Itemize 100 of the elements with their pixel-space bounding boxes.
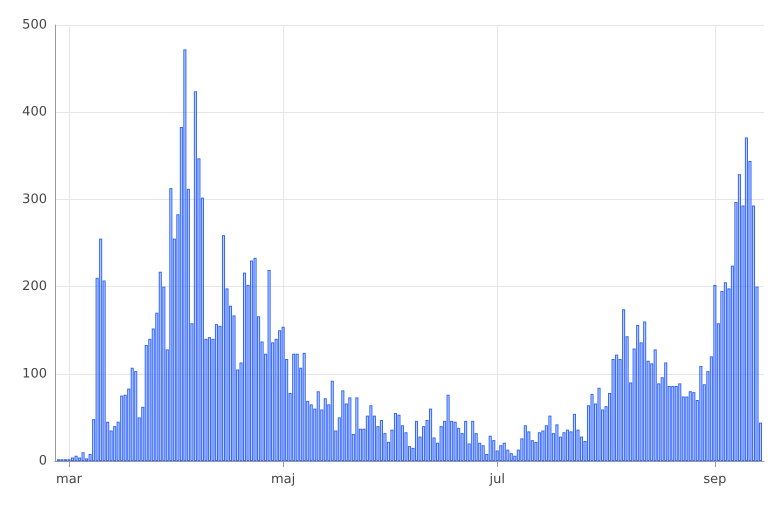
bar bbox=[134, 371, 138, 461]
bar bbox=[615, 354, 618, 461]
bar bbox=[141, 406, 144, 461]
bar bbox=[696, 400, 699, 461]
bar bbox=[366, 416, 369, 461]
bar bbox=[744, 137, 748, 461]
bar bbox=[688, 391, 692, 461]
bar bbox=[601, 410, 604, 461]
bar bbox=[426, 420, 429, 461]
bar bbox=[268, 270, 271, 461]
bar bbox=[110, 430, 113, 461]
bar bbox=[418, 436, 422, 461]
bar bbox=[443, 420, 446, 461]
bar bbox=[96, 278, 99, 461]
bar bbox=[660, 377, 664, 461]
bar bbox=[71, 458, 74, 461]
bar bbox=[155, 312, 158, 461]
bar bbox=[383, 433, 386, 461]
bar bbox=[678, 383, 682, 461]
bar bbox=[457, 428, 460, 461]
bar bbox=[720, 290, 724, 461]
bar bbox=[285, 358, 288, 461]
bar bbox=[327, 404, 330, 461]
bar bbox=[127, 388, 130, 461]
bar bbox=[752, 206, 756, 461]
bar bbox=[597, 388, 601, 461]
bar bbox=[271, 342, 274, 461]
bar bbox=[664, 362, 668, 461]
bar bbox=[144, 345, 148, 461]
bar bbox=[626, 336, 629, 461]
bar bbox=[306, 400, 310, 461]
bar bbox=[583, 440, 587, 461]
bar bbox=[450, 420, 454, 461]
bar bbox=[510, 453, 513, 461]
bar bbox=[176, 214, 180, 461]
bar bbox=[604, 406, 608, 461]
bar bbox=[706, 371, 710, 461]
bar bbox=[341, 390, 344, 461]
bar bbox=[538, 432, 541, 461]
bar bbox=[502, 442, 506, 461]
bar bbox=[260, 342, 264, 461]
bar bbox=[454, 422, 457, 461]
bar bbox=[313, 408, 316, 461]
bar bbox=[506, 450, 510, 461]
bar bbox=[468, 444, 471, 461]
bar bbox=[612, 358, 615, 461]
y-tick-label: 500 bbox=[22, 18, 47, 32]
bar bbox=[422, 426, 426, 461]
bar bbox=[352, 434, 355, 461]
bar bbox=[172, 238, 176, 461]
bar bbox=[138, 417, 141, 461]
bar bbox=[464, 420, 468, 461]
bar bbox=[78, 458, 82, 461]
bar bbox=[116, 422, 120, 461]
bar bbox=[324, 398, 327, 461]
bar bbox=[741, 206, 744, 461]
bar bbox=[166, 349, 169, 461]
bar bbox=[316, 391, 320, 461]
bar bbox=[513, 456, 516, 461]
bar bbox=[169, 188, 172, 461]
bar bbox=[414, 420, 418, 461]
bar bbox=[257, 316, 260, 461]
bar bbox=[580, 436, 584, 461]
bar bbox=[369, 405, 372, 461]
bar bbox=[622, 309, 626, 461]
bar bbox=[355, 397, 358, 461]
bar bbox=[520, 438, 524, 461]
bar bbox=[482, 445, 485, 461]
bar bbox=[130, 368, 134, 461]
bar bbox=[724, 282, 727, 461]
y-tick-label: 100 bbox=[22, 366, 47, 382]
bar bbox=[534, 442, 538, 461]
bar bbox=[527, 431, 530, 461]
x-tick-label: maj bbox=[271, 472, 296, 487]
bar bbox=[530, 440, 534, 461]
bar bbox=[702, 384, 706, 461]
bar bbox=[432, 437, 436, 461]
bar bbox=[682, 396, 685, 461]
x-tick-label: sep bbox=[703, 472, 726, 487]
bar bbox=[436, 442, 440, 461]
bar bbox=[710, 356, 713, 461]
bar bbox=[460, 433, 464, 461]
bar bbox=[162, 286, 166, 461]
bar bbox=[239, 362, 243, 461]
bar bbox=[299, 368, 302, 461]
bar bbox=[734, 202, 738, 461]
bar bbox=[411, 448, 415, 461]
bar bbox=[397, 414, 401, 461]
bar bbox=[671, 386, 674, 461]
y-tick-label: 0 bbox=[38, 454, 47, 468]
bar bbox=[524, 425, 527, 461]
bar bbox=[200, 198, 204, 461]
bar bbox=[204, 338, 208, 461]
bar bbox=[348, 397, 352, 461]
bar bbox=[552, 433, 555, 461]
bar bbox=[471, 420, 474, 461]
y-tick-label: 200 bbox=[22, 279, 47, 294]
bar bbox=[608, 392, 612, 461]
bar bbox=[446, 394, 450, 461]
bar bbox=[485, 454, 488, 461]
